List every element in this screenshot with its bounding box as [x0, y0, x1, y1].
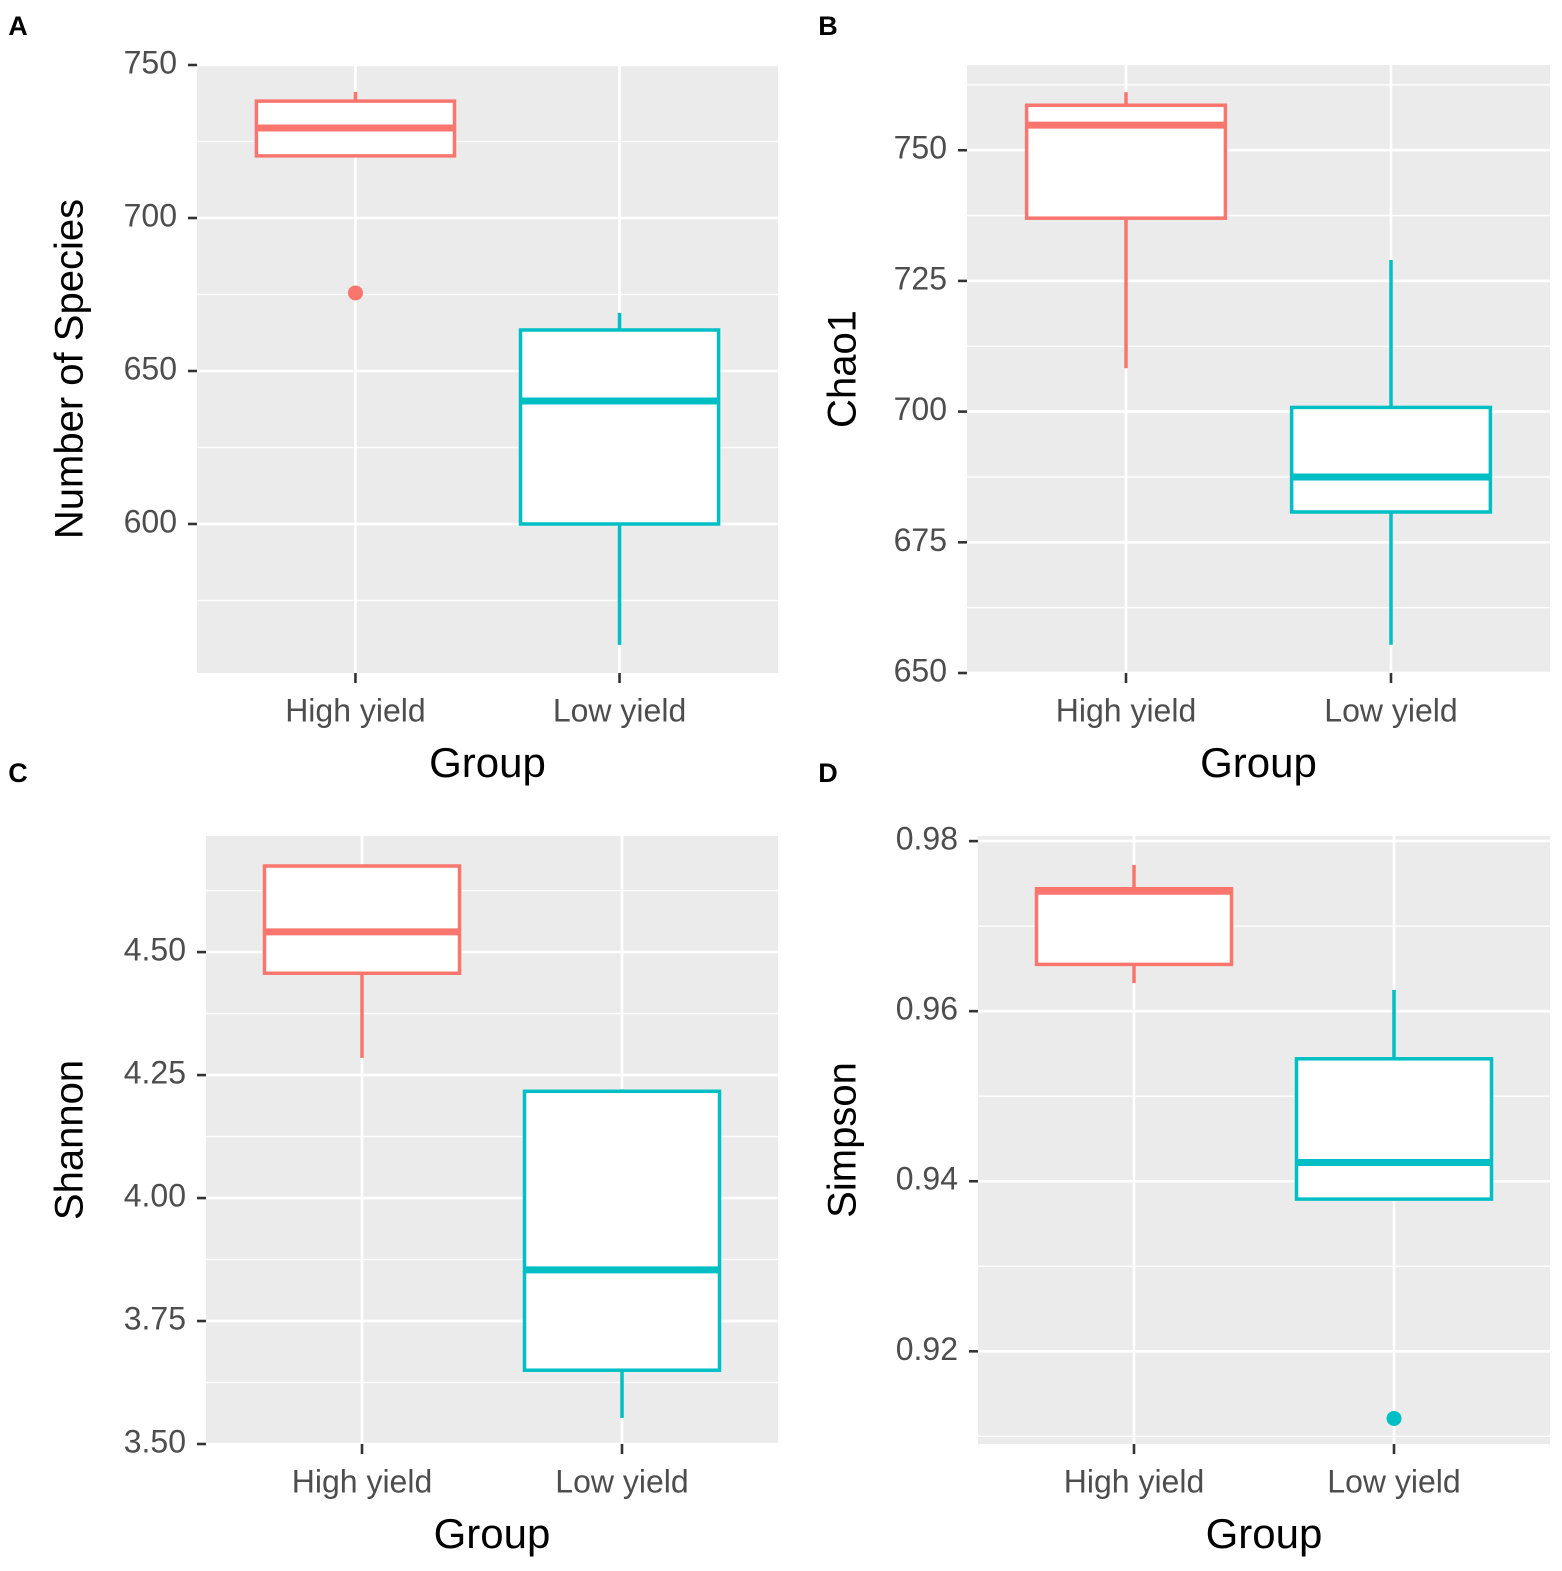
- y-tick-label: 4.00: [124, 1177, 186, 1213]
- outlier: [1386, 1410, 1402, 1426]
- outlier: [347, 285, 363, 301]
- y-tick-label: 600: [124, 503, 177, 539]
- y-axis-title: Simpson: [821, 1062, 865, 1218]
- box: [518, 328, 721, 526]
- x-tick-label: Low yield: [553, 692, 686, 728]
- y-axis-title: Number of Species: [48, 199, 92, 539]
- y-tick-label: 750: [124, 44, 177, 80]
- panel-label: D: [818, 758, 838, 788]
- box: [1289, 405, 1493, 514]
- box: [262, 864, 462, 975]
- x-tick-label: High yield: [285, 692, 426, 728]
- box: [1294, 1057, 1494, 1201]
- y-tick-label: 675: [894, 522, 947, 558]
- y-tick-label: 650: [894, 652, 947, 688]
- x-tick-label: Low yield: [1324, 692, 1457, 728]
- x-axis-title: Group: [1206, 1510, 1323, 1557]
- y-tick-label: 0.96: [896, 991, 958, 1027]
- y-tick-label: 4.50: [124, 932, 186, 968]
- x-axis-title: Group: [434, 1510, 551, 1557]
- box: [1034, 886, 1234, 967]
- y-tick-label: 0.94: [896, 1161, 958, 1197]
- y-tick-label: 3.75: [124, 1300, 186, 1336]
- y-tick-label: 4.25: [124, 1055, 186, 1091]
- y-axis-title: Chao1: [821, 310, 865, 428]
- x-axis-title: Group: [429, 739, 546, 786]
- box: [522, 1089, 722, 1372]
- y-tick-label: 700: [124, 197, 177, 233]
- x-tick-label: Low yield: [555, 1463, 688, 1499]
- x-tick-label: Low yield: [1327, 1463, 1460, 1499]
- y-axis-title: Shannon: [48, 1060, 92, 1220]
- y-tick-label: 700: [894, 391, 947, 427]
- x-tick-label: High yield: [292, 1463, 433, 1499]
- y-tick-label: 0.98: [896, 821, 958, 857]
- panel-label: C: [8, 758, 28, 788]
- panel-label: A: [8, 11, 28, 41]
- y-tick-label: 650: [124, 350, 177, 386]
- y-tick-label: 725: [894, 260, 947, 296]
- y-tick-label: 0.92: [896, 1331, 958, 1367]
- y-tick-label: 750: [894, 130, 947, 166]
- x-tick-label: High yield: [1064, 1463, 1205, 1499]
- panel-label: B: [818, 11, 838, 41]
- x-axis-title: Group: [1200, 739, 1317, 786]
- x-tick-label: High yield: [1056, 692, 1197, 728]
- y-tick-label: 3.50: [124, 1423, 186, 1459]
